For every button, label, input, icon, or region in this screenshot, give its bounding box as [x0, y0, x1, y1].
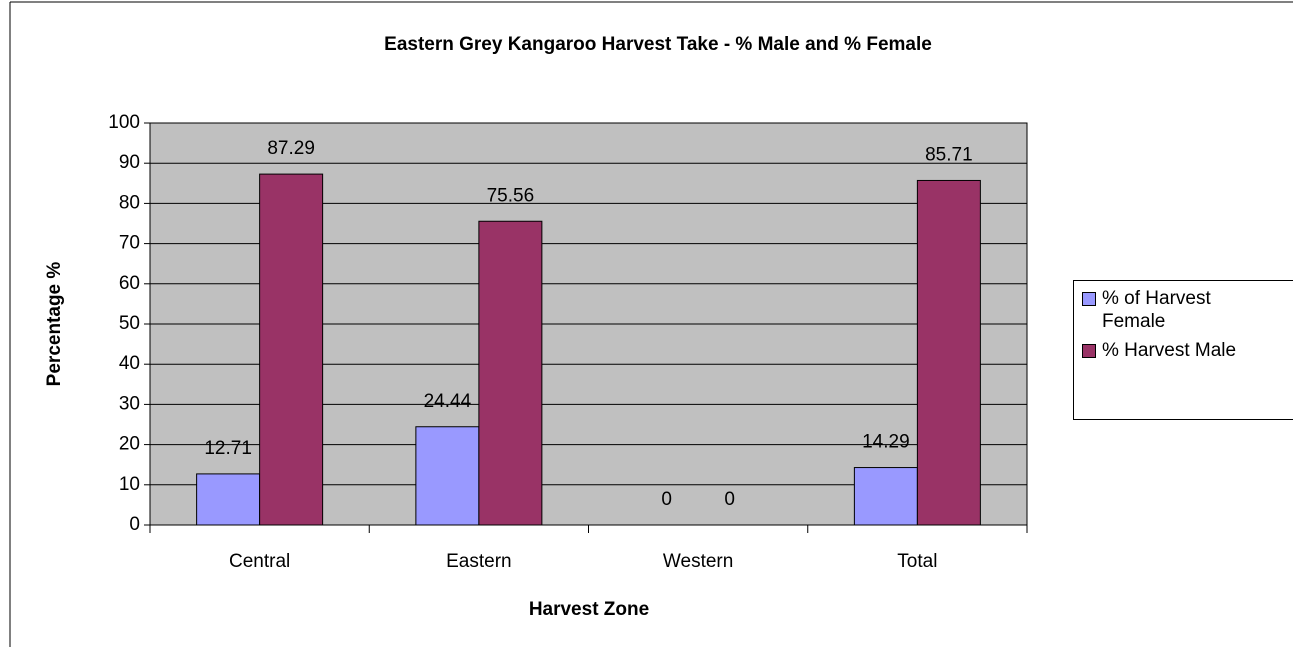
legend-item: % of Harvest Female — [1082, 287, 1293, 333]
value-label: 0 — [661, 489, 672, 510]
y-tick-label: 30 — [119, 393, 140, 414]
value-label: 87.29 — [267, 138, 315, 159]
legend-item: % Harvest Male — [1082, 339, 1293, 362]
bar — [478, 220, 543, 526]
bar — [259, 173, 324, 526]
y-tick-label: 20 — [119, 434, 140, 455]
y-tick-label: 80 — [119, 192, 140, 213]
value-label: 12.71 — [204, 438, 252, 459]
value-label: 0 — [724, 489, 735, 510]
x-tick-label: Total — [897, 551, 937, 572]
value-label: 14.29 — [862, 432, 910, 453]
y-tick-label: 50 — [119, 313, 140, 334]
bar — [196, 473, 261, 526]
x-axis-title: Harvest Zone — [529, 599, 649, 620]
bar — [916, 179, 981, 526]
value-label: 85.71 — [925, 144, 973, 165]
value-label: 24.44 — [424, 391, 472, 412]
y-tick-label: 90 — [119, 152, 140, 173]
y-tick-label: 10 — [119, 474, 140, 495]
legend-swatch — [1082, 344, 1096, 358]
bar — [853, 467, 918, 526]
legend: % of Harvest Female % Harvest Male — [1073, 280, 1293, 420]
legend-label: % of Harvest Female — [1102, 288, 1211, 332]
y-axis-title: Percentage % — [44, 262, 65, 387]
y-tick-label: 60 — [119, 273, 140, 294]
x-tick-label: Central — [229, 551, 290, 572]
bar — [415, 426, 480, 526]
y-tick-label: 100 — [108, 112, 140, 133]
x-tick-label: Eastern — [446, 551, 511, 572]
x-tick-label: Western — [663, 551, 733, 572]
y-tick-label: 0 — [129, 514, 140, 535]
y-tick-label: 40 — [119, 353, 140, 374]
chart-title: Eastern Grey Kangaroo Harvest Take - % M… — [384, 34, 932, 55]
value-label: 75.56 — [487, 185, 535, 206]
legend-label: % Harvest Male — [1102, 340, 1237, 361]
y-tick-label: 70 — [119, 233, 140, 254]
legend-swatch — [1082, 292, 1096, 306]
